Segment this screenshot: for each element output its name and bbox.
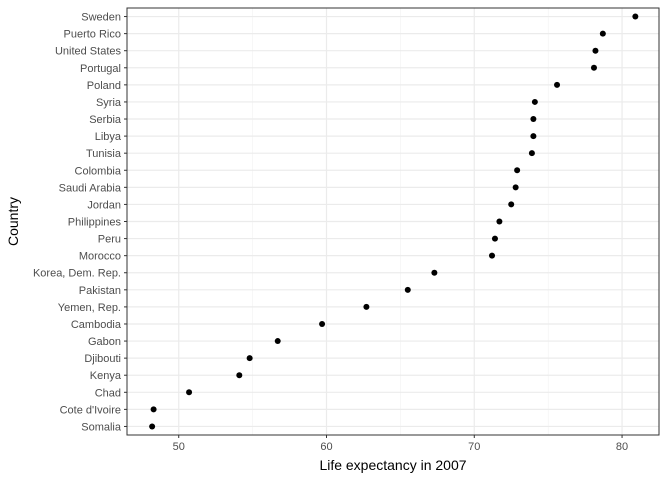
y-tick-label: United States	[55, 46, 122, 58]
data-point	[632, 13, 639, 20]
data-point	[599, 30, 606, 37]
y-tick-label: Philippines	[68, 217, 122, 229]
y-tick-label: Libya	[95, 131, 122, 143]
y-tick-label: Puerto Rico	[64, 29, 121, 41]
y-tick-label: Poland	[87, 80, 121, 92]
y-tick-label: Djibouti	[84, 353, 121, 365]
data-point	[149, 423, 156, 430]
points-layer	[149, 13, 639, 430]
data-point	[508, 201, 515, 208]
data-point	[592, 47, 599, 54]
data-point	[246, 355, 253, 362]
y-tick-label: Yemen, Rep.	[58, 302, 121, 314]
x-tick-label: 60	[320, 441, 332, 453]
y-tick-label: Pakistan	[79, 285, 121, 297]
x-tick-label: 50	[173, 441, 185, 453]
data-point	[512, 184, 519, 191]
data-point	[496, 218, 503, 225]
x-axis-title: Life expectancy in 2007	[319, 457, 466, 473]
y-tick-label: Cambodia	[71, 319, 122, 331]
data-point	[528, 150, 535, 157]
grid-layer	[127, 8, 659, 435]
y-axis-title: Country	[5, 197, 21, 246]
data-point	[150, 406, 157, 413]
y-tick-label: Sweden	[81, 12, 121, 24]
data-point	[274, 338, 281, 345]
y-tick-label: Portugal	[80, 63, 121, 75]
data-point	[363, 303, 370, 310]
x-tick-label: 80	[616, 441, 628, 453]
ticks-layer	[124, 16, 623, 438]
y-tick-label: Colombia	[75, 165, 122, 177]
data-point	[319, 320, 326, 327]
data-point	[431, 269, 438, 276]
y-tick-label: Somalia	[81, 421, 122, 433]
data-point	[489, 252, 496, 259]
y-tick-label: Kenya	[90, 370, 122, 382]
data-point	[404, 286, 411, 293]
data-point	[554, 81, 561, 88]
y-tick-label: Peru	[98, 234, 121, 246]
y-tick-label: Tunisia	[86, 148, 122, 160]
y-tick-label: Jordan	[87, 199, 121, 211]
data-point	[530, 133, 537, 140]
y-tick-label: Morocco	[79, 251, 121, 263]
y-tick-label: Syria	[96, 97, 122, 109]
labels-layer: Sweden Puerto Rico United States Portugal Po…	[33, 12, 628, 453]
y-tick-label: Gabon	[88, 336, 121, 348]
y-tick-label: Saudi Arabia	[59, 182, 122, 194]
x-tick-label: 70	[468, 441, 480, 453]
data-point	[186, 389, 193, 396]
y-tick-label: Cote d'Ivoire	[60, 404, 121, 416]
data-point	[236, 372, 243, 379]
data-point	[530, 116, 537, 123]
data-point	[514, 167, 521, 174]
data-point	[491, 235, 498, 242]
y-tick-label: Chad	[95, 387, 121, 399]
data-point	[590, 64, 597, 71]
data-point	[531, 98, 538, 105]
y-tick-label: Korea, Dem. Rep.	[33, 268, 121, 280]
y-tick-label: Serbia	[89, 114, 122, 126]
